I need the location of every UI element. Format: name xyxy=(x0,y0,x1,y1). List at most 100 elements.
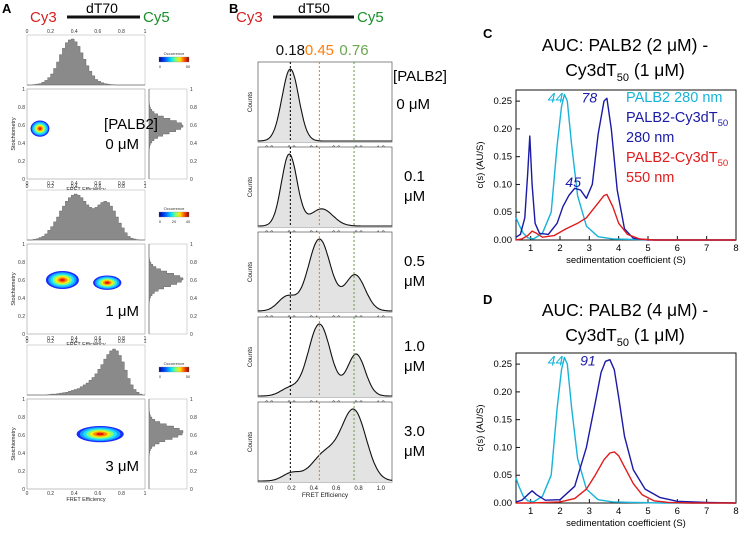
colorbar xyxy=(158,366,190,373)
side-hist-tick-label: 0.8 xyxy=(190,415,197,421)
legend-text: PALB2 280 nm xyxy=(626,90,722,106)
peak-label: 44 xyxy=(548,352,564,368)
series-line xyxy=(516,451,736,504)
panel-b-construct: Cy3 dT50 Cy5 xyxy=(236,0,384,26)
x-tick-label: 0.2 xyxy=(47,491,54,497)
side-hist-tick-label: 0 xyxy=(190,332,193,338)
histogram-fill xyxy=(258,239,392,312)
y-axis-label: Counts xyxy=(247,346,254,367)
legend-entry: PALB2-Cy3dT50 xyxy=(626,110,728,129)
x-tick-label: 0 xyxy=(26,181,29,187)
top-hist-tick-label: 0 xyxy=(26,184,29,190)
side-hist-tick-label: 0.6 xyxy=(190,123,197,129)
peak-label: 91 xyxy=(580,352,596,368)
series-line xyxy=(515,356,736,504)
x-tick-label: 0.6 xyxy=(94,181,101,187)
y-tick-label: 0.15 xyxy=(494,415,513,426)
top-hist-tick-label: 0.8 xyxy=(118,29,125,35)
concentration-label: 1 μM xyxy=(105,303,139,320)
y-tick-label: 0.00 xyxy=(494,498,513,509)
concentration-value: 0.5 xyxy=(404,253,425,270)
fret-scatter-plot: 0 0.2 0.4 0.6 0.8 1 Occurrence 0 20 40 0 0.2 0.4 0.6 0… xyxy=(11,184,197,348)
scatter-frame xyxy=(26,243,146,335)
top-hist-tick-label: 0.6 xyxy=(94,184,101,190)
y-tick-label: 1 xyxy=(22,397,25,403)
y-tick-label: 0.10 xyxy=(494,179,513,190)
top-histogram-bars xyxy=(27,193,145,241)
y-axis-label: c(s) (AU/S) xyxy=(475,405,486,452)
side-hist-tick-label: 0.2 xyxy=(190,159,197,165)
legend-entry: 280 nm xyxy=(626,130,674,146)
top-histogram-bars xyxy=(27,38,145,86)
x-axis-label: FRET Efficiency xyxy=(66,497,105,503)
panel-label-d: D xyxy=(483,292,492,307)
y-tick-label: 0.8 xyxy=(18,260,25,266)
x-tick-label: 2 xyxy=(557,506,562,517)
construct-acceptor: Cy5 xyxy=(357,9,384,26)
y-tick-label: 0.4 xyxy=(18,141,25,147)
x-tick-label: 1 xyxy=(528,506,533,517)
histogram-fill xyxy=(258,324,392,397)
histogram-fill xyxy=(258,154,392,227)
fret-scatter-plot: 0 0.2 0.4 0.6 0.8 1 Occurrence 0 50 0 0.2 0.4 0.6 0.8… xyxy=(11,29,197,193)
colorbar-label: Occurrence xyxy=(164,361,185,366)
colorbar-tick: 20 xyxy=(172,219,177,224)
y-tick-label: 0.2 xyxy=(18,469,25,475)
concentration-value: 1.0 xyxy=(404,338,425,355)
legend-subscript: 50 xyxy=(718,118,729,129)
top-hist-tick-label: 1 xyxy=(144,339,147,345)
histogram-curve xyxy=(258,238,393,312)
x-tick-label: 1 xyxy=(144,181,147,187)
side-histogram-bars xyxy=(148,399,184,489)
legend-entry: PALB2 280 nm xyxy=(626,90,722,106)
colorbar-tick: 50 xyxy=(186,64,191,69)
x-tick-label: 0.2 xyxy=(47,181,54,187)
top-hist-tick-label: 1 xyxy=(144,29,147,35)
y-tick-label: 0.2 xyxy=(18,314,25,320)
y-tick-label: 0.25 xyxy=(494,359,513,370)
y-tick-label: 0.4 xyxy=(18,296,25,302)
y-tick-label: 0.8 xyxy=(18,415,25,421)
x-tick-label: 6 xyxy=(675,506,680,517)
top-hist-tick-label: 0.4 xyxy=(71,339,78,345)
density-contour xyxy=(59,278,66,282)
series-line xyxy=(515,193,736,241)
colorbar xyxy=(158,56,190,63)
side-hist-tick-label: 0.6 xyxy=(190,433,197,439)
top-hist-tick-label: 0.8 xyxy=(118,339,125,345)
side-hist-tick-label: 1 xyxy=(190,397,193,403)
plot-frame xyxy=(515,89,737,241)
x-tick-label: 7 xyxy=(704,506,709,517)
x-tick-label: 0.6 xyxy=(332,486,341,492)
concentration-header: [PALB2] xyxy=(104,116,158,133)
x-tick-label: 0.8 xyxy=(118,336,125,342)
histogram-curve xyxy=(257,68,392,142)
x-tick-label: 0.2 xyxy=(287,486,296,492)
x-tick-label: 0.4 xyxy=(310,486,319,492)
x-tick-label: 1.0 xyxy=(377,486,386,492)
x-axis-label: sedimentation coefficient (S) xyxy=(566,255,686,266)
x-tick-label: 0.4 xyxy=(71,181,78,187)
x-tick-label: 5 xyxy=(645,243,650,254)
concentration-unit: μM xyxy=(404,273,425,290)
y-tick-label: 0 xyxy=(22,177,25,183)
density-contour xyxy=(96,432,104,436)
concentration-label: 0 μM xyxy=(105,136,139,153)
colorbar-tick: 0 xyxy=(159,219,162,224)
histogram-curve xyxy=(258,153,392,227)
side-hist-tick-label: 0.4 xyxy=(190,296,197,302)
x-tick-label: 0.6 xyxy=(94,491,101,497)
y-tick-label: 0.6 xyxy=(18,433,25,439)
legend-text: 280 nm xyxy=(626,130,674,146)
side-hist-tick-label: 0 xyxy=(190,487,193,493)
guide-value-label: 0.45 xyxy=(305,42,334,59)
side-hist-tick-label: 1 xyxy=(190,242,193,248)
y-tick-label: 0.00 xyxy=(494,235,513,246)
side-histogram-bars xyxy=(148,244,184,334)
legend-text: PALB2-Cy3dT xyxy=(626,110,718,126)
x-tick-label: 3 xyxy=(587,243,592,254)
y-tick-label: 0.20 xyxy=(494,387,513,398)
legend-entry: PALB2-Cy3dT50 xyxy=(626,150,728,169)
histogram-fill xyxy=(258,409,392,482)
